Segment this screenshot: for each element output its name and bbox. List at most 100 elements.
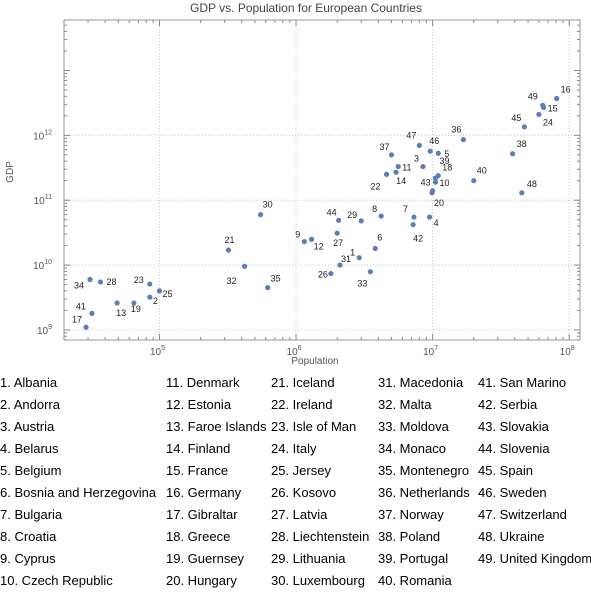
y-tick-label: 1010 — [33, 259, 52, 272]
legend-item: 29. Lithuania — [271, 551, 346, 566]
data-point-31 — [337, 262, 343, 268]
data-point-42 — [410, 222, 416, 228]
data-label-13: 13 — [116, 308, 126, 318]
data-point-30 — [257, 212, 264, 218]
data-point-41 — [89, 310, 95, 316]
data-label-40: 40 — [477, 166, 487, 176]
data-label-24: 24 — [543, 117, 553, 127]
legend-item: 32. Malta — [378, 397, 432, 412]
data-point-22 — [383, 171, 390, 178]
legend-item: 9. Cyprus — [0, 551, 56, 566]
data-point-5 — [435, 150, 441, 156]
data-point-3 — [420, 163, 426, 170]
legend-item: 24. Italy — [271, 441, 317, 456]
legend-item: 34. Monaco — [378, 441, 446, 456]
data-label-42: 42 — [413, 234, 423, 244]
data-label-9: 9 — [295, 230, 300, 240]
legend-item: 8. Croatia — [0, 529, 57, 544]
data-point-44 — [336, 217, 342, 223]
data-label-49: 49 — [528, 91, 538, 101]
legend-item: 35. Montenegro — [378, 463, 470, 478]
legend-item: 39. Portugal — [378, 551, 449, 566]
legend-column: 21. Iceland 22. Ireland 23. Isle of Man 24.… — [271, 372, 369, 592]
data-label-35: 35 — [271, 274, 281, 284]
data-point-39 — [432, 175, 439, 181]
legend-item: 10. Czech Republic — [0, 573, 113, 588]
legend-item: 23. Isle of Man — [271, 419, 357, 434]
data-label-39: 39 — [440, 156, 450, 166]
legend-item: 3. Austria — [0, 419, 55, 434]
data-label-44: 44 — [327, 207, 337, 217]
legend-item: 5. Belgium — [0, 463, 62, 478]
legend-item: 30. Luxembourg — [271, 573, 365, 588]
data-point-24 — [536, 111, 542, 118]
data-point-11 — [395, 163, 401, 170]
data-label-1: 1 — [350, 248, 355, 258]
y-tick-label: 1012 — [33, 129, 52, 142]
x-tick-label: 108 — [560, 345, 575, 358]
data-point-36 — [460, 136, 466, 143]
data-label-15: 15 — [548, 103, 558, 113]
legend-item: 16. Germany — [166, 485, 242, 500]
x-axis-label: Population — [291, 356, 338, 367]
data-label-43: 43 — [421, 178, 431, 188]
legend-item: 37. Norway — [378, 507, 444, 522]
data-point-37 — [388, 152, 395, 158]
data-point-33 — [367, 269, 373, 275]
legend-item: 31. Macedonia — [378, 375, 464, 390]
legend-item: 40. Romania — [378, 573, 452, 588]
legend-item: 49. United Kingdom — [478, 551, 591, 566]
data-label-25: 25 — [162, 289, 172, 299]
data-label-21: 21 — [224, 235, 234, 245]
legend-item: 26. Kosovo — [271, 485, 337, 500]
legend-item: 38. Poland — [378, 529, 441, 544]
data-label-34: 34 — [74, 280, 84, 290]
scatter-chart: GDP vs. Population for European Countrie… — [5, 1, 581, 367]
legend-item: 17. Gibraltar — [166, 507, 238, 522]
data-points: 1234567891011121314151617181920212223242… — [72, 84, 571, 330]
legend-item: 33. Moldova — [378, 419, 449, 434]
legend-item: 21. Iceland — [271, 375, 335, 390]
legend-item: 7. Bulgaria — [0, 507, 63, 522]
legend-item: 15. France — [166, 463, 229, 478]
legend-item: 14. Finland — [166, 441, 231, 456]
data-point-13 — [114, 300, 120, 306]
legend-item: 13. Faroe Islands — [166, 419, 267, 434]
legend-item: 19. Guernsey — [166, 551, 245, 566]
legend-item: 25. Jersey — [271, 463, 331, 478]
data-label-37: 37 — [379, 142, 389, 152]
data-label-26: 26 — [318, 270, 328, 280]
data-label-2: 2 — [153, 296, 158, 306]
data-label-36: 36 — [451, 125, 461, 135]
legend-item: 47. Switzerland — [478, 507, 567, 522]
data-point-23 — [147, 281, 153, 287]
y-tick-label: 1011 — [34, 194, 52, 207]
data-point-10 — [432, 179, 439, 185]
legend-item: 42. Serbia — [478, 397, 538, 412]
data-label-27: 27 — [333, 238, 343, 248]
data-point-12 — [308, 236, 315, 242]
legend-item: 45. Spain — [478, 463, 533, 478]
data-point-32 — [241, 263, 248, 269]
x-tick-label: 105 — [150, 345, 165, 358]
data-label-7: 7 — [403, 204, 408, 214]
data-point-21 — [225, 247, 232, 253]
data-point-40 — [471, 178, 477, 184]
legend-item: 48. Ukraine — [478, 529, 545, 544]
plot-frame — [63, 19, 581, 341]
data-label-11: 11 — [402, 163, 411, 173]
data-label-18: 18 — [442, 163, 452, 173]
data-label-46: 46 — [429, 136, 439, 146]
legend-item: 46. Sweden — [478, 485, 547, 500]
data-point-29 — [358, 218, 364, 224]
data-label-5: 5 — [444, 149, 449, 159]
legend-item: 2. Andorra — [0, 397, 60, 412]
data-point-17 — [83, 324, 89, 330]
data-point-16 — [554, 95, 560, 102]
data-point-34 — [87, 276, 93, 283]
data-label-19: 19 — [131, 304, 141, 314]
data-label-29: 29 — [347, 210, 357, 220]
legend-item: 27. Latvia — [271, 507, 328, 522]
data-point-19 — [131, 300, 137, 306]
legend-item: 11. Denmark — [166, 375, 240, 390]
